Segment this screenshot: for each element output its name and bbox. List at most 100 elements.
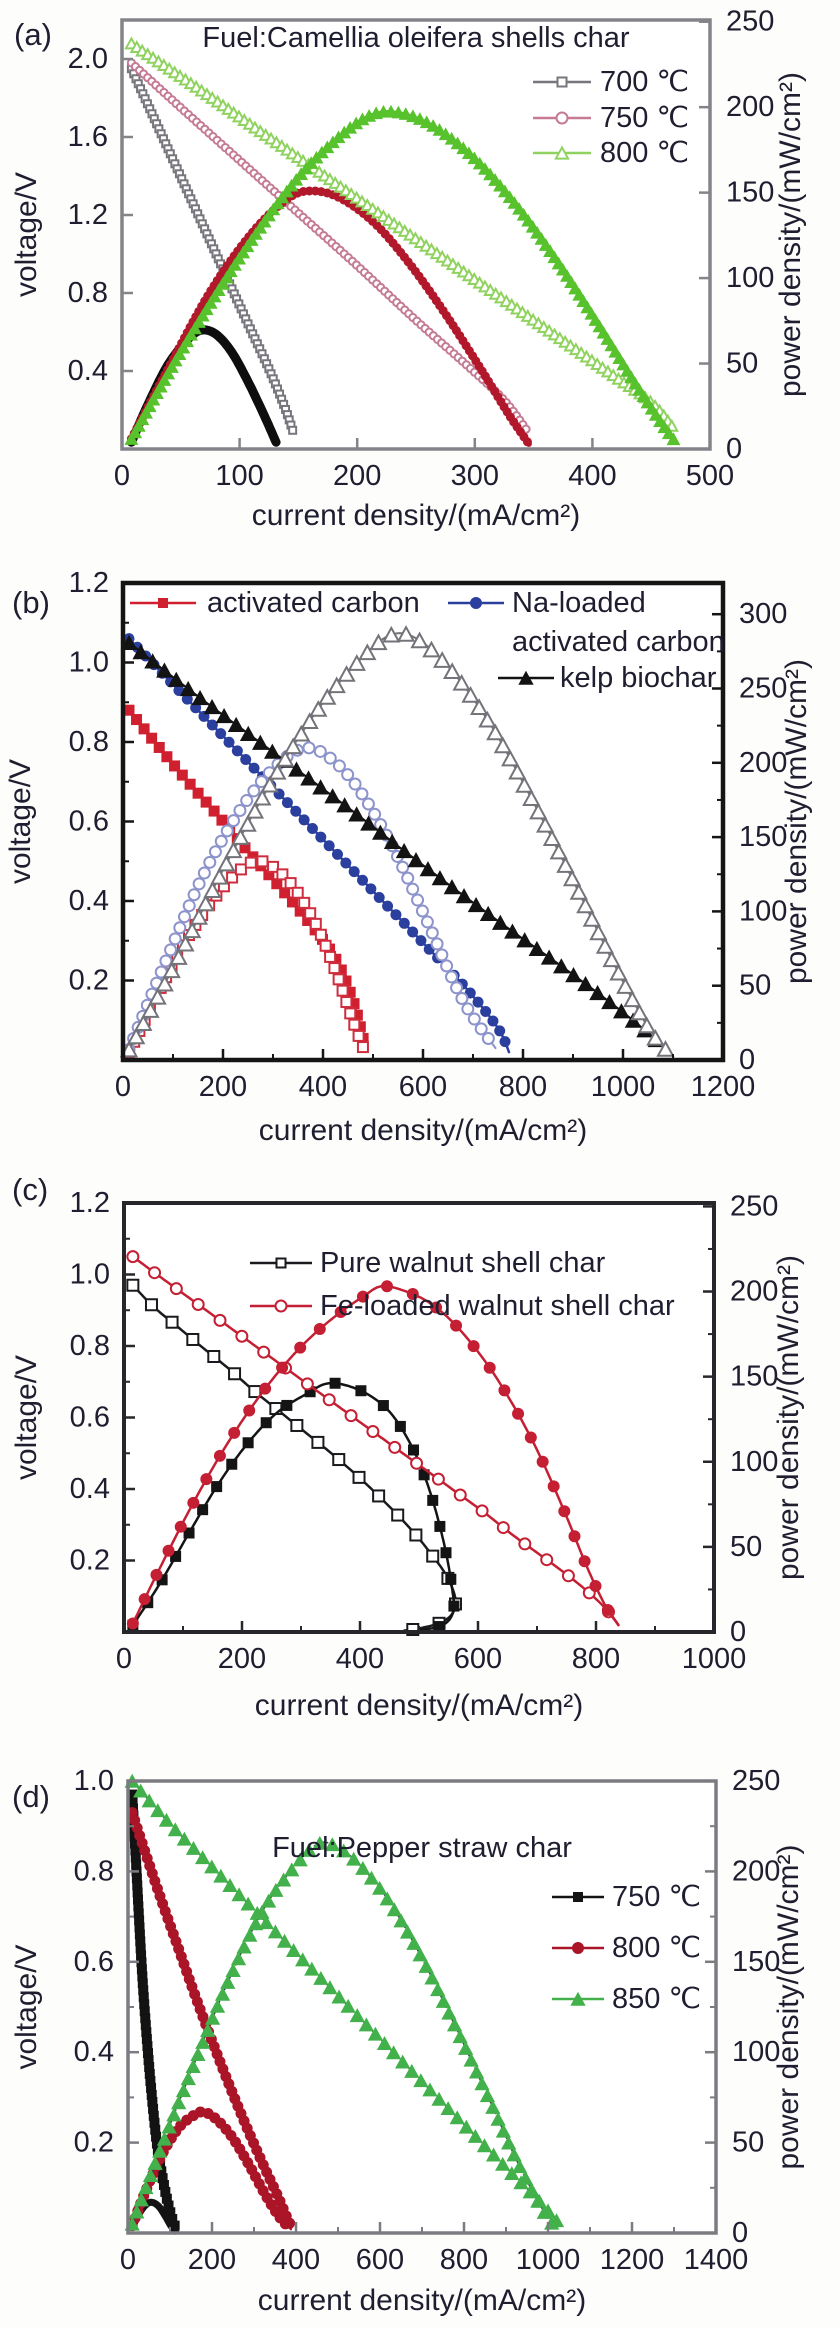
legend-item: 750 ℃ [552,1881,701,1913]
panel-label: (b) [12,585,50,620]
left-axis-ticks: 0.2 0.4 0.6 0.8 1.0 1.2 [69,567,134,997]
x-axis-title: current density/(mA/cm²) [255,1689,583,1722]
kelp-biochar-power-markers [119,625,675,1058]
x-tick-label: 0 [115,1071,131,1103]
chart-svg-d: 0 200 400 600 800 1000 1200 14000.20.40.60.81.0… [10,1765,805,2317]
x-tick-label: 400 [272,2244,320,2276]
voltage-850C-markers [124,1773,565,2228]
right-axis-ticks: 0 50 100 150 200 250 [699,6,774,465]
x-tick-label: 600 [399,1071,447,1103]
panel-label: (a) [14,17,52,52]
legend-label: kelp biochar [560,662,717,694]
right-tick-label: 250 [739,673,787,705]
x-axis-ticks: 0 100 200 300 400 500 [114,438,734,492]
chart-svg-c: 0 200 400 600 800 1000 0.2 0.4 0.6 0.8 1.0 1.2 0 50 10… [10,1172,805,1722]
right-tick-label: 250 [726,6,774,38]
legend-item: Fe-loaded walnut shell char [250,1290,675,1322]
right-axis-ticks: 0 50 100 150 200 250 300 [712,598,787,1076]
x-tick-label: 800 [499,1071,547,1103]
x-tick-label: 1200 [600,2244,665,2276]
right-tick-label: 50 [739,970,771,1002]
right-axis-ticks: 0 50 100 150 200 250 [703,1190,778,1648]
left-axis-ticks: 0.2 0.4 0.6 0.8 1.0 [74,1765,139,2159]
right-tick-label: 150 [726,177,774,209]
kelp-biochar-power-series [119,625,675,1058]
x-tick-label: 1000 [516,2244,581,2276]
right-axis-ticks: 0 50 100 150 200 250 [705,1765,780,2249]
left-tick-label: 0.4 [68,355,108,387]
left-axis-ticks: 0.2 0.4 0.6 0.8 1.0 1.2 [70,1187,135,1577]
x-tick-label: 300 [451,460,499,492]
right-tick-label: 150 [730,1361,778,1393]
right-tick-label: 0 [732,2217,748,2249]
x-tick-label: 200 [218,1643,266,1675]
x-axis-ticks: 0 200 400 600 800 1000 1200 1400 [120,2222,748,2276]
right-tick-label: 300 [739,598,787,630]
left-axis-title: voltage/V [10,1944,43,2069]
left-axis-ticks: 0.4 0.8 1.2 1.6 2.0 [68,43,133,387]
legend-label: Pure walnut shell char [320,1247,606,1279]
left-tick-label: 1.6 [68,121,108,153]
right-tick-label: 0 [726,433,742,465]
voltage-850C-series [124,1773,565,2228]
left-tick-label: 2.0 [68,43,108,75]
right-tick-label: 200 [726,91,774,123]
left-tick-label: 1.2 [69,567,109,599]
legend-label: 700 ℃ [600,66,689,98]
legend: activated carbon Na-loaded kelp biochar act… [130,587,725,694]
x-tick-label: 800 [572,1643,620,1675]
kelp-biochar-voltage-markers [120,634,665,1048]
left-tick-label: 0.4 [70,1473,110,1505]
fe-loaded-power-series [126,1280,620,1630]
left-axis-title: voltage/V [4,759,37,884]
power-750C-series [126,186,532,447]
left-tick-label: 0.8 [69,726,109,758]
x-tick-label: 1200 [691,1071,756,1103]
right-tick-label: 200 [739,747,787,779]
legend-item: Pure walnut shell char [250,1247,606,1279]
right-tick-label: 250 [732,1765,780,1797]
right-tick-label: 100 [739,895,787,927]
x-tick-label: 200 [188,2244,236,2276]
plot-frame [120,18,712,451]
x-tick-label: 800 [440,2244,488,2276]
legend-item: 700 ℃ [533,66,689,98]
x-tick-label: 0 [120,2244,136,2276]
voltage-800C-series [126,1807,296,2229]
kelp-biochar-voltage-series [120,634,667,1050]
legend: 750 ℃ 800 ℃ 850 ℃ [552,1881,701,2015]
left-tick-label: 0.2 [74,2127,114,2159]
left-tick-label: 1.0 [74,1765,114,1797]
x-tick-label: 500 [686,460,734,492]
right-axis-title: power density/(mW/cm²) [780,659,813,984]
legend-label: Na-loaded [512,587,646,619]
legend-label: 850 ℃ [612,1983,701,2015]
left-tick-label: 0.6 [74,1946,114,1978]
chart-title: Fuel:Pepper straw char [272,1832,572,1864]
x-tick-label: 200 [333,460,381,492]
legend-item: 750 ℃ [533,102,689,134]
right-tick-label: 150 [739,821,787,853]
right-tick-label: 0 [739,1044,755,1076]
left-tick-label: 0.2 [70,1545,110,1577]
right-tick-label: 100 [730,1446,778,1478]
left-tick-label: 1.2 [70,1187,110,1219]
x-tick-label: 400 [336,1643,384,1675]
x-tick-label: 1000 [682,1643,747,1675]
x-tick-label: 600 [454,1643,502,1675]
legend-label: 800 ℃ [600,137,689,169]
left-tick-label: 0.6 [69,806,109,838]
legend-label: 800 ℃ [612,1932,701,1964]
x-tick-label: 600 [356,2244,404,2276]
legend-item: 800 ℃ [533,137,689,169]
power-800C-markers [124,104,681,446]
x-axis-ticks: 0 200 400 600 800 1000 [116,1621,746,1675]
x-tick-label: 0 [114,460,130,492]
na-loaded-voltage-series [123,633,511,1054]
panel-c: 0 200 400 600 800 1000 0.2 0.4 0.6 0.8 1.0 1.2 0 50 10… [0,1160,840,1745]
panel-label: (d) [12,1779,50,1814]
power-850C-markers [124,1835,560,2231]
right-axis-title: power density/(mW/cm²) [772,1844,805,2169]
